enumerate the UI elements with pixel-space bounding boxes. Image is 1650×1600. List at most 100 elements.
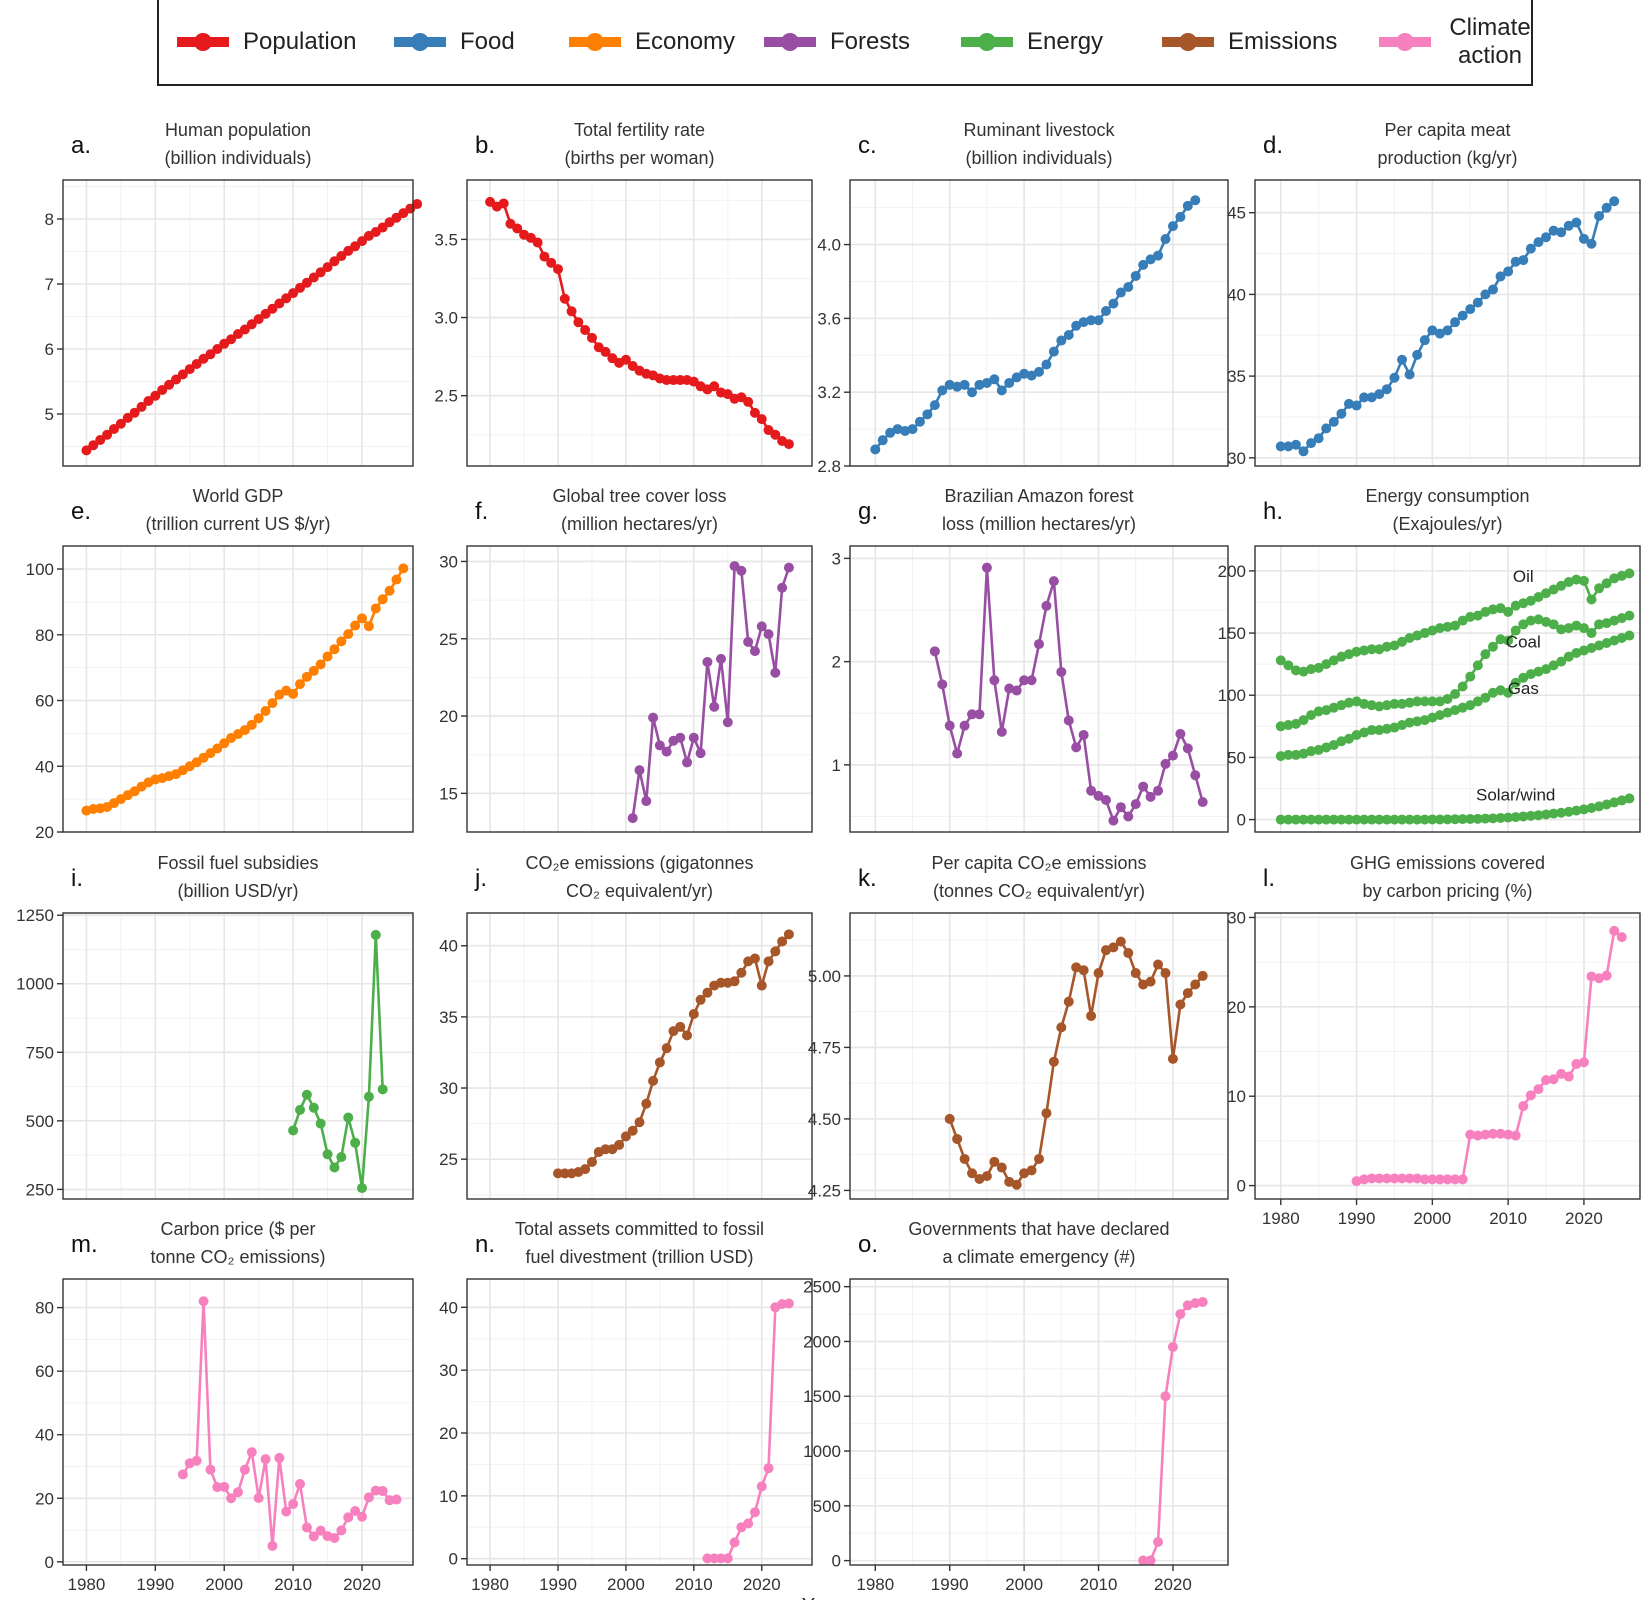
data-point bbox=[580, 1164, 591, 1175]
data-point bbox=[1419, 1174, 1430, 1185]
legend: Population Food Economy Forests Energy Emissi… bbox=[157, 0, 1533, 86]
chart-title: production (kg/yr) bbox=[1377, 148, 1517, 168]
y-tick-label: 8 bbox=[45, 210, 54, 229]
plot-border bbox=[62, 545, 414, 833]
data-point bbox=[1594, 619, 1605, 630]
data-point bbox=[648, 1075, 659, 1086]
data-point bbox=[620, 354, 631, 365]
data-point bbox=[1397, 354, 1408, 365]
y-tick-label: 4.25 bbox=[808, 1181, 841, 1200]
data-point bbox=[709, 701, 720, 712]
data-point bbox=[756, 980, 767, 991]
x-tick-label: 2020 bbox=[1154, 1575, 1192, 1594]
data-point bbox=[512, 223, 523, 234]
data-point bbox=[1366, 392, 1377, 403]
panel-label: f. bbox=[475, 498, 488, 525]
data-point bbox=[1048, 576, 1059, 587]
data-point bbox=[1601, 970, 1612, 981]
data-point bbox=[937, 385, 948, 396]
data-point bbox=[1298, 666, 1309, 677]
chart-title: Human population bbox=[165, 120, 311, 140]
data-point bbox=[322, 262, 333, 273]
data-point bbox=[1586, 803, 1597, 814]
plot-background bbox=[1255, 913, 1640, 1199]
data-point bbox=[1283, 814, 1294, 825]
x-tick-label: 1990 bbox=[539, 1575, 577, 1594]
data-point bbox=[1190, 195, 1201, 206]
data-point bbox=[1034, 639, 1044, 650]
data-point bbox=[1167, 221, 1178, 232]
data-point bbox=[301, 1089, 312, 1100]
data-point bbox=[267, 698, 278, 709]
data-point bbox=[239, 1464, 250, 1475]
y-tick-label: 30 bbox=[439, 1361, 458, 1380]
data-point bbox=[1533, 1084, 1544, 1095]
data-point bbox=[1571, 217, 1582, 228]
data-point bbox=[1578, 623, 1589, 634]
data-point bbox=[157, 384, 168, 395]
chart-title: CO₂e emissions (gigatonnes bbox=[525, 853, 753, 873]
data-point bbox=[1026, 370, 1037, 381]
panel-label: i. bbox=[71, 865, 83, 892]
y-tick-label: 6 bbox=[45, 340, 54, 359]
data-point bbox=[1495, 634, 1506, 645]
legend-key-icon bbox=[1162, 27, 1214, 57]
data-point bbox=[363, 1492, 374, 1503]
legend-key-icon bbox=[961, 27, 1013, 57]
data-point bbox=[1306, 710, 1317, 721]
data-point bbox=[1472, 297, 1483, 308]
data-point bbox=[989, 374, 1000, 385]
y-tick-label: 3.2 bbox=[817, 383, 841, 402]
data-point bbox=[329, 256, 340, 267]
data-point bbox=[1138, 781, 1149, 792]
data-point bbox=[350, 241, 361, 252]
data-point bbox=[1419, 335, 1430, 346]
panel-label: c. bbox=[858, 132, 877, 159]
data-point bbox=[191, 1455, 202, 1466]
plot-background bbox=[1255, 180, 1640, 466]
data-point bbox=[1465, 1129, 1476, 1140]
data-point bbox=[1374, 725, 1385, 736]
y-tick-label: 5.00 bbox=[808, 967, 841, 986]
data-point bbox=[1480, 649, 1491, 660]
data-point bbox=[1480, 813, 1491, 824]
data-point bbox=[1321, 659, 1332, 670]
data-point bbox=[1011, 1179, 1022, 1190]
data-point bbox=[329, 1162, 340, 1173]
data-point bbox=[1503, 687, 1514, 698]
data-point bbox=[1616, 795, 1627, 806]
plot-background bbox=[1255, 546, 1640, 832]
x-tick-label: 1980 bbox=[856, 1575, 894, 1594]
data-point bbox=[343, 1112, 354, 1123]
plot-background bbox=[850, 546, 1228, 832]
y-tick-label: 0 bbox=[1237, 1177, 1246, 1196]
data-point bbox=[363, 1091, 374, 1102]
legend-item-forests: Forests bbox=[764, 0, 910, 84]
data-point bbox=[336, 1152, 347, 1163]
data-point bbox=[1442, 621, 1453, 632]
data-point bbox=[1108, 298, 1119, 309]
data-point bbox=[260, 1454, 271, 1465]
data-point bbox=[546, 257, 557, 268]
y-tick-label: 2.5 bbox=[434, 387, 458, 406]
data-point bbox=[1450, 620, 1461, 631]
data-point bbox=[281, 1506, 292, 1517]
y-tick-label: 500 bbox=[813, 1497, 841, 1516]
x-tick-label: 1990 bbox=[931, 1575, 969, 1594]
data-point bbox=[1283, 660, 1294, 671]
data-point bbox=[1078, 965, 1089, 976]
data-point bbox=[763, 629, 774, 640]
data-point bbox=[1525, 1090, 1536, 1101]
data-point bbox=[1389, 722, 1400, 733]
data-point bbox=[1359, 1174, 1370, 1185]
y-tick-label: 30 bbox=[1227, 449, 1246, 468]
data-point bbox=[329, 1532, 340, 1543]
data-point bbox=[1153, 1536, 1164, 1547]
data-point bbox=[641, 796, 652, 807]
legend-key-icon bbox=[394, 27, 446, 57]
data-point bbox=[1197, 970, 1208, 981]
y-tick-label: 60 bbox=[35, 692, 54, 711]
data-point bbox=[1442, 325, 1453, 336]
data-point bbox=[1366, 644, 1377, 655]
data-point bbox=[1609, 615, 1620, 626]
